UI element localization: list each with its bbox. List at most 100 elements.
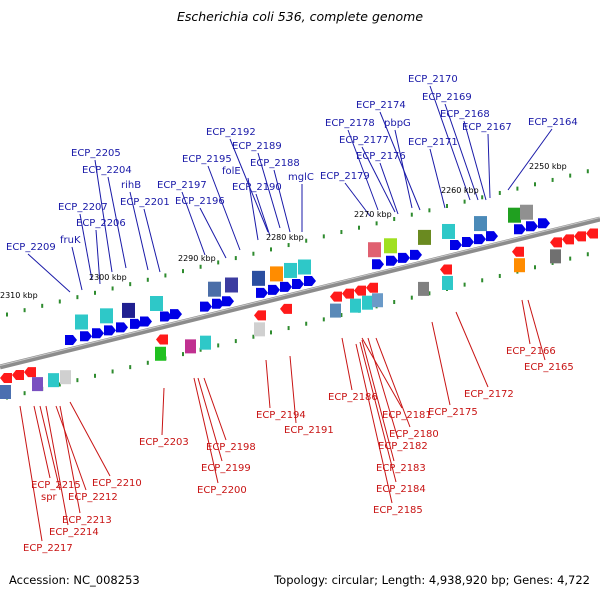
leader-line-bottom bbox=[455, 311, 489, 388]
gene-label-bottom[interactable]: spr bbox=[41, 492, 58, 503]
leader-line-top bbox=[344, 182, 371, 217]
reverse-gene-arrow bbox=[574, 231, 586, 242]
forward-gene-arrow bbox=[486, 231, 498, 242]
gene-label-top[interactable]: ECP_2195 bbox=[182, 154, 232, 165]
scale-tick bbox=[234, 339, 237, 344]
gene-label-top[interactable]: ECP_2177 bbox=[339, 135, 389, 146]
leader-line-bottom bbox=[45, 405, 69, 526]
leader-line-bottom bbox=[367, 337, 399, 440]
gene-label-top[interactable]: ECP_2176 bbox=[356, 151, 406, 162]
gene-label-top[interactable]: ECP_2204 bbox=[82, 165, 132, 176]
forward-gene-arrow bbox=[514, 224, 526, 235]
leader-line-top bbox=[347, 129, 379, 211]
gene-label-bottom[interactable]: ECP_2203 bbox=[139, 437, 189, 448]
scale-tick bbox=[164, 273, 167, 278]
scale-tick bbox=[375, 221, 378, 226]
gene-label-top[interactable]: ECP_2188 bbox=[250, 158, 300, 169]
gene-label-top[interactable]: fruK bbox=[60, 235, 81, 246]
gene-label-top[interactable]: pbpG bbox=[384, 118, 411, 129]
gene-label-bottom[interactable]: ECP_2213 bbox=[62, 515, 112, 526]
scale-tick bbox=[252, 334, 255, 339]
gene-label-bottom[interactable]: ECP_2198 bbox=[206, 442, 256, 453]
gene-label-top[interactable]: ECP_2164 bbox=[528, 117, 578, 128]
leader-line-bottom bbox=[197, 377, 223, 462]
gene-label-bottom[interactable]: ECP_2217 bbox=[23, 543, 73, 554]
forward-gene-arrow bbox=[474, 234, 486, 245]
gene-label-bottom[interactable]: ECP_2175 bbox=[428, 407, 478, 418]
leader-line-top bbox=[394, 129, 413, 209]
leader-line-bottom bbox=[33, 405, 51, 479]
scale-tick bbox=[428, 208, 431, 213]
scale-tick bbox=[76, 378, 79, 383]
gene-label-bottom[interactable]: ECP_2199 bbox=[201, 463, 251, 474]
gene-label-bottom[interactable]: ECP_2215 bbox=[31, 480, 81, 491]
scale-tick bbox=[287, 326, 290, 331]
gene-label-bottom[interactable]: ECP_2191 bbox=[284, 425, 334, 436]
scale-tick bbox=[94, 373, 96, 378]
scale-label: 2300 kbp bbox=[89, 273, 127, 282]
gene-label-bottom[interactable]: ECP_2186 bbox=[328, 392, 378, 403]
gene-label-top[interactable]: ECP_2196 bbox=[175, 196, 225, 207]
scale-tick bbox=[481, 195, 484, 200]
gene-label-top[interactable]: ECP_2209 bbox=[6, 242, 56, 253]
leader-line-top bbox=[429, 85, 471, 201]
forward-gene-arrow bbox=[372, 259, 384, 270]
forward-gene-arrow bbox=[104, 325, 116, 336]
gene-label-top[interactable]: ECP_2207 bbox=[58, 202, 108, 213]
gene-label-top[interactable]: ECP_2201 bbox=[120, 197, 170, 208]
leader-line-top bbox=[429, 148, 446, 209]
gene-label-top[interactable]: ECP_2174 bbox=[356, 100, 406, 111]
scale-tick bbox=[94, 290, 96, 295]
scale-tick bbox=[516, 186, 519, 191]
forward-gene-arrow bbox=[200, 301, 212, 312]
scale-tick bbox=[23, 308, 26, 313]
leader-line-top bbox=[95, 229, 101, 285]
gene-label-top[interactable]: ECP_2189 bbox=[232, 141, 282, 152]
scale-tick bbox=[41, 303, 44, 308]
gene-label-top[interactable]: ECP_2197 bbox=[157, 180, 207, 191]
gene-label-bottom[interactable]: ECP_2166 bbox=[506, 346, 556, 357]
leader-line-top bbox=[199, 207, 227, 259]
leader-line-bottom bbox=[193, 377, 219, 484]
gene-label-bottom[interactable]: ECP_2183 bbox=[376, 463, 426, 474]
gene-label-bottom[interactable]: ECP_2194 bbox=[256, 410, 306, 421]
gene-label-bottom[interactable]: ECP_2212 bbox=[68, 492, 118, 503]
gene-label-bottom[interactable]: ECP_2200 bbox=[197, 485, 247, 496]
gene-label-top[interactable]: ECP_2192 bbox=[206, 127, 256, 138]
gene-label-top[interactable]: ECP_2179 bbox=[320, 171, 370, 182]
scale-tick bbox=[428, 291, 431, 296]
scale-tick bbox=[551, 177, 554, 182]
gene-label-bottom[interactable]: ECP_2214 bbox=[49, 527, 99, 538]
gene-label-top[interactable]: ECP_2178 bbox=[325, 118, 375, 129]
reverse-gene-box bbox=[254, 322, 265, 337]
gene-label-top[interactable]: ECP_2206 bbox=[76, 218, 126, 229]
leader-line-top bbox=[487, 133, 491, 199]
gene-label-top[interactable]: mglC bbox=[288, 172, 314, 183]
gene-label-bottom[interactable]: ECP_2165 bbox=[524, 362, 574, 373]
gene-label-top[interactable]: folE bbox=[222, 166, 241, 177]
gene-label-top[interactable]: ECP_2169 bbox=[422, 92, 472, 103]
forward-gene-arrow bbox=[116, 322, 128, 333]
gene-label-top[interactable]: ECP_2171 bbox=[408, 137, 458, 148]
gene-label-top[interactable]: ECP_2190 bbox=[232, 182, 282, 193]
gene-label-top[interactable]: ECP_2168 bbox=[440, 109, 490, 120]
gene-label-bottom[interactable]: ECP_2184 bbox=[376, 484, 426, 495]
gene-label-bottom[interactable]: ECP_2181 bbox=[382, 410, 432, 421]
reverse-gene-box bbox=[350, 298, 361, 313]
gene-label-top[interactable]: ECP_2170 bbox=[408, 74, 458, 85]
gene-label-bottom[interactable]: ECP_2172 bbox=[464, 389, 514, 400]
gene-label-bottom[interactable]: ECP_2210 bbox=[92, 478, 142, 489]
gene-label-bottom[interactable]: ECP_2180 bbox=[389, 429, 439, 440]
reverse-gene-arrow bbox=[440, 264, 452, 275]
forward-gene-arrow bbox=[292, 278, 304, 289]
gene-label-bottom[interactable]: ECP_2182 bbox=[378, 441, 428, 452]
gene-label-top[interactable]: ECP_2167 bbox=[462, 122, 512, 133]
reverse-genes bbox=[0, 228, 598, 399]
gene-label-top[interactable]: rihB bbox=[121, 180, 141, 191]
leader-line-bottom bbox=[359, 341, 397, 483]
gene-label-top[interactable]: ECP_2205 bbox=[71, 148, 121, 159]
scale-tick bbox=[111, 286, 114, 291]
leader-line-top bbox=[257, 152, 281, 229]
gene-label-bottom[interactable]: ECP_2185 bbox=[373, 505, 423, 516]
